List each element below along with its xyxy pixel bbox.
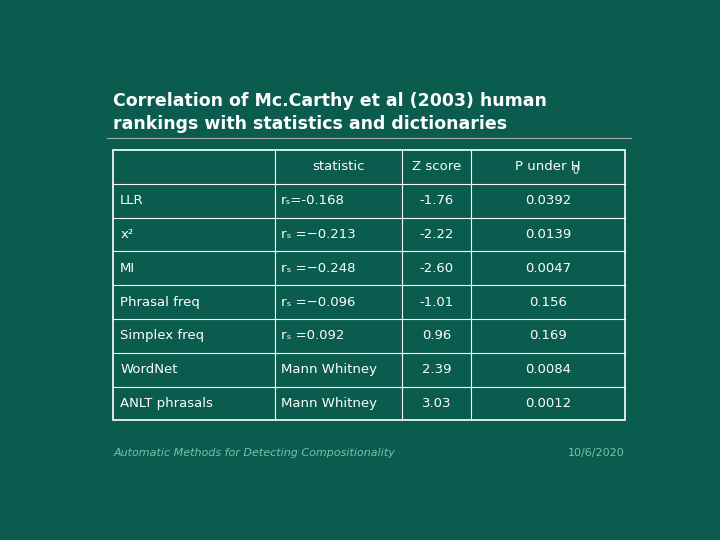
Text: 0.0047: 0.0047 bbox=[525, 262, 571, 275]
Text: rₛ =−0.213: rₛ =−0.213 bbox=[281, 228, 355, 241]
Text: 0.0139: 0.0139 bbox=[525, 228, 571, 241]
Text: Mann Whitney: Mann Whitney bbox=[281, 363, 377, 376]
Text: -1.76: -1.76 bbox=[419, 194, 454, 207]
Text: rₛ=-0.168: rₛ=-0.168 bbox=[281, 194, 344, 207]
Text: 0: 0 bbox=[572, 166, 579, 176]
Text: 10/6/2020: 10/6/2020 bbox=[568, 448, 624, 458]
Text: Mann Whitney: Mann Whitney bbox=[281, 397, 377, 410]
Text: ANLT phrasals: ANLT phrasals bbox=[120, 397, 213, 410]
Text: Phrasal freq: Phrasal freq bbox=[120, 295, 200, 308]
Text: Correlation of Mc.Carthy et al (2003) human: Correlation of Mc.Carthy et al (2003) hu… bbox=[114, 92, 547, 110]
Text: -2.60: -2.60 bbox=[420, 262, 454, 275]
Text: WordNet: WordNet bbox=[120, 363, 178, 376]
Text: MI: MI bbox=[120, 262, 135, 275]
Text: 3.03: 3.03 bbox=[422, 397, 451, 410]
Bar bbox=[114, 150, 624, 420]
Text: LLR: LLR bbox=[120, 194, 144, 207]
Text: 0.0392: 0.0392 bbox=[525, 194, 571, 207]
Text: rₛ =−0.096: rₛ =−0.096 bbox=[281, 295, 355, 308]
Text: -1.01: -1.01 bbox=[419, 295, 454, 308]
Text: -2.22: -2.22 bbox=[419, 228, 454, 241]
Text: rankings with statistics and dictionaries: rankings with statistics and dictionarie… bbox=[114, 114, 508, 133]
Text: P under H: P under H bbox=[515, 160, 581, 173]
Text: x²: x² bbox=[120, 228, 133, 241]
Text: statistic: statistic bbox=[312, 160, 364, 173]
Text: 0.0084: 0.0084 bbox=[525, 363, 571, 376]
Text: rₛ =−0.248: rₛ =−0.248 bbox=[281, 262, 355, 275]
Text: 0.156: 0.156 bbox=[529, 295, 567, 308]
Text: 0.169: 0.169 bbox=[529, 329, 567, 342]
Text: Automatic Methods for Detecting Compositionality: Automatic Methods for Detecting Composit… bbox=[114, 448, 395, 458]
Text: 2.39: 2.39 bbox=[422, 363, 451, 376]
Text: Z score: Z score bbox=[412, 160, 461, 173]
Text: 0.96: 0.96 bbox=[422, 329, 451, 342]
Text: Simplex freq: Simplex freq bbox=[120, 329, 204, 342]
Text: 0.0012: 0.0012 bbox=[525, 397, 571, 410]
Text: rₛ =0.092: rₛ =0.092 bbox=[281, 329, 344, 342]
